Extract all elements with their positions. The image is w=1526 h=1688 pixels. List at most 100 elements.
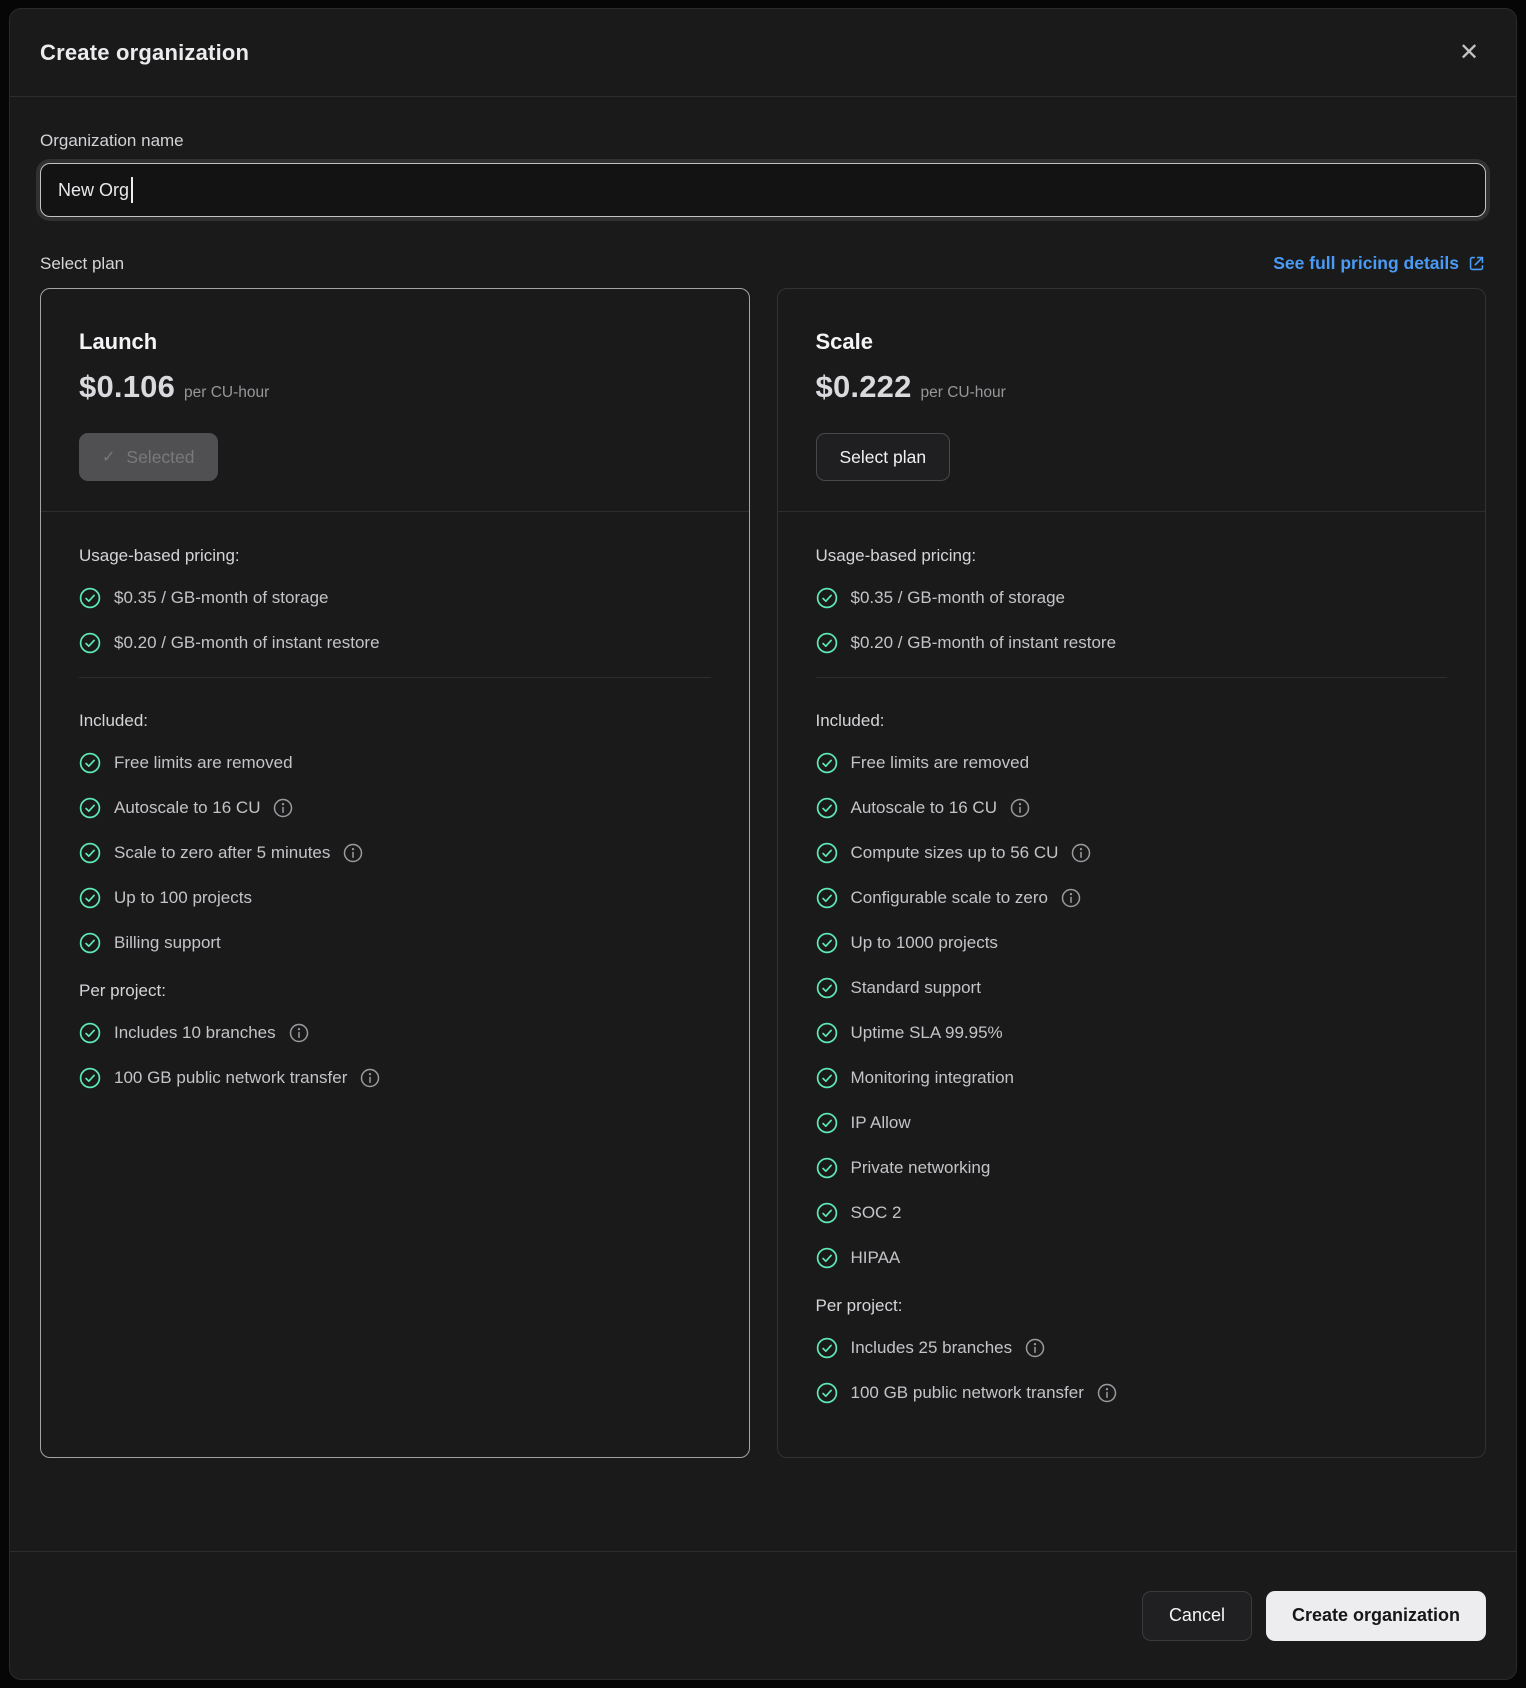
info-icon[interactable] [1061, 888, 1081, 908]
check-circle-icon [816, 632, 837, 654]
info-icon[interactable] [343, 843, 363, 863]
feature-row: $0.20 / GB-month of instant restore [79, 632, 711, 654]
info-icon[interactable] [1071, 843, 1091, 863]
info-icon[interactable] [1025, 1338, 1045, 1358]
feature-text: Private networking [850, 1158, 991, 1177]
included-list: Free limits are removed Autoscale t [816, 752, 1448, 1269]
feature-text: IP Allow [850, 1113, 911, 1132]
modal-body: Organization name New Org Select plan Se… [10, 97, 1516, 1551]
check-circle-icon [816, 752, 837, 774]
info-icon[interactable] [1010, 798, 1030, 818]
page-title: Create organization [40, 39, 250, 65]
feature-row: Includes 25 branches [816, 1337, 1448, 1359]
per-project-heading: Per project: [815, 1296, 903, 1315]
plan-body-scale: Usage-based pricing: $0.35 / GB-month of… [778, 512, 1486, 1457]
check-circle-icon [79, 587, 101, 609]
check-circle-icon [816, 1337, 837, 1359]
close-icon: ✕ [1458, 38, 1480, 66]
plan-body-launch: Usage-based pricing: $0.35 / GB-month of… [41, 512, 749, 1142]
check-circle-icon [79, 887, 101, 909]
check-circle-icon [816, 1202, 837, 1224]
feature-text: 100 GB public network transfer [850, 1383, 1084, 1402]
feature-row: $0.20 / GB-month of instant restore [816, 632, 1448, 654]
check-circle-icon [79, 632, 101, 654]
plan-card-launch: Launch $0.106 per CU-hour ✓ Selected Usa… [40, 288, 750, 1458]
pricing-details-link[interactable]: See full pricing details [1273, 253, 1486, 274]
organization-name-input[interactable]: New Org [40, 163, 1486, 217]
check-circle-icon [816, 797, 837, 819]
select-plan-button[interactable]: Select plan [815, 433, 951, 481]
text-caret [131, 177, 134, 203]
info-icon[interactable] [273, 798, 293, 818]
check-circle-icon [816, 1067, 837, 1089]
feature-row: 100 GB public network transfer [816, 1382, 1448, 1404]
plan-card-scale: Scale $0.222 per CU-hour Select plan Usa… [776, 288, 1486, 1458]
feature-text: Up to 100 projects [114, 888, 252, 907]
check-circle-icon [79, 1022, 101, 1044]
feature-text: Uptime SLA 99.95% [850, 1023, 1003, 1042]
check-circle-icon [79, 1067, 101, 1089]
usage-pricing-heading: Usage-based pricing: [79, 546, 240, 565]
feature-text: Free limits are removed [114, 753, 293, 772]
feature-text: Includes 25 branches [850, 1338, 1013, 1357]
feature-row: Private networking [816, 1157, 1448, 1179]
plan-head-scale: Scale $0.222 per CU-hour Select plan [777, 289, 1485, 512]
check-circle-icon [79, 932, 101, 954]
plan-name: Launch [79, 329, 158, 354]
plan-price: $0.106 [79, 369, 176, 404]
feature-text: $0.20 / GB-month of instant restore [114, 633, 380, 652]
info-icon[interactable] [1097, 1383, 1117, 1403]
plan-price-unit: per CU-hour [184, 384, 270, 401]
info-icon[interactable] [289, 1023, 309, 1043]
feature-row: Monitoring integration [816, 1067, 1448, 1089]
feature-text: Includes 10 branches [114, 1023, 276, 1042]
feature-text: $0.20 / GB-month of instant restore [850, 633, 1117, 652]
plan-price-line: $0.106 per CU-hour [79, 369, 711, 405]
feature-row: IP Allow [816, 1112, 1448, 1134]
included-heading: Included: [79, 711, 148, 730]
feature-row: Compute sizes up to 56 CU [816, 842, 1448, 864]
feature-row: Autoscale to 16 CU [816, 797, 1448, 819]
feature-text: $0.35 / GB-month of storage [114, 588, 329, 607]
selected-plan-button-label: Selected [126, 446, 195, 467]
divider [815, 677, 1447, 678]
feature-row: Standard support [816, 977, 1448, 999]
feature-row: Up to 1000 projects [816, 932, 1448, 954]
create-organization-button[interactable]: Create organization [1265, 1590, 1486, 1641]
per-project-list: Includes 10 branches 100 GB public [79, 1022, 711, 1089]
feature-row: 100 GB public network transfer [79, 1067, 711, 1089]
per-project-list: Includes 25 branches 100 GB public [816, 1337, 1448, 1404]
feature-text: Compute sizes up to 56 CU [850, 843, 1059, 862]
modal-header: Create organization ✕ [10, 9, 1516, 97]
close-button[interactable]: ✕ [1452, 36, 1486, 70]
check-circle-icon [79, 797, 101, 819]
plan-head-launch: Launch $0.106 per CU-hour ✓ Selected [41, 289, 749, 512]
create-organization-modal: Create organization ✕ Organization name … [9, 8, 1517, 1680]
feature-text: 100 GB public network transfer [114, 1068, 348, 1087]
check-circle-icon [816, 1382, 837, 1404]
check-icon: ✓ [102, 449, 116, 466]
plan-name: Scale [815, 329, 874, 354]
feature-text: Autoscale to 16 CU [850, 798, 997, 817]
feature-text: Scale to zero after 5 minutes [114, 843, 331, 862]
selected-plan-button[interactable]: ✓ Selected [79, 433, 218, 481]
feature-row: SOC 2 [816, 1202, 1448, 1224]
check-circle-icon [816, 1157, 837, 1179]
info-icon[interactable] [360, 1068, 380, 1088]
check-circle-icon [816, 932, 837, 954]
feature-row: $0.35 / GB-month of storage [816, 587, 1448, 609]
plan-cards: Launch $0.106 per CU-hour ✓ Selected Usa… [40, 288, 1486, 1458]
check-circle-icon [816, 842, 837, 864]
included-heading: Included: [815, 711, 885, 730]
plan-price: $0.222 [815, 369, 912, 404]
check-circle-icon [79, 842, 101, 864]
plan-price-unit: per CU-hour [920, 384, 1006, 401]
cancel-button[interactable]: Cancel [1141, 1590, 1252, 1641]
org-name-label: Organization name [40, 131, 184, 150]
select-plan-row: Select plan See full pricing details [40, 253, 1486, 274]
included-list: Free limits are removed Autoscale t [79, 752, 711, 954]
check-circle-icon [816, 1112, 837, 1134]
feature-row: Uptime SLA 99.95% [816, 1022, 1448, 1044]
feature-text: Autoscale to 16 CU [114, 798, 261, 817]
feature-row: Up to 100 projects [79, 887, 711, 909]
